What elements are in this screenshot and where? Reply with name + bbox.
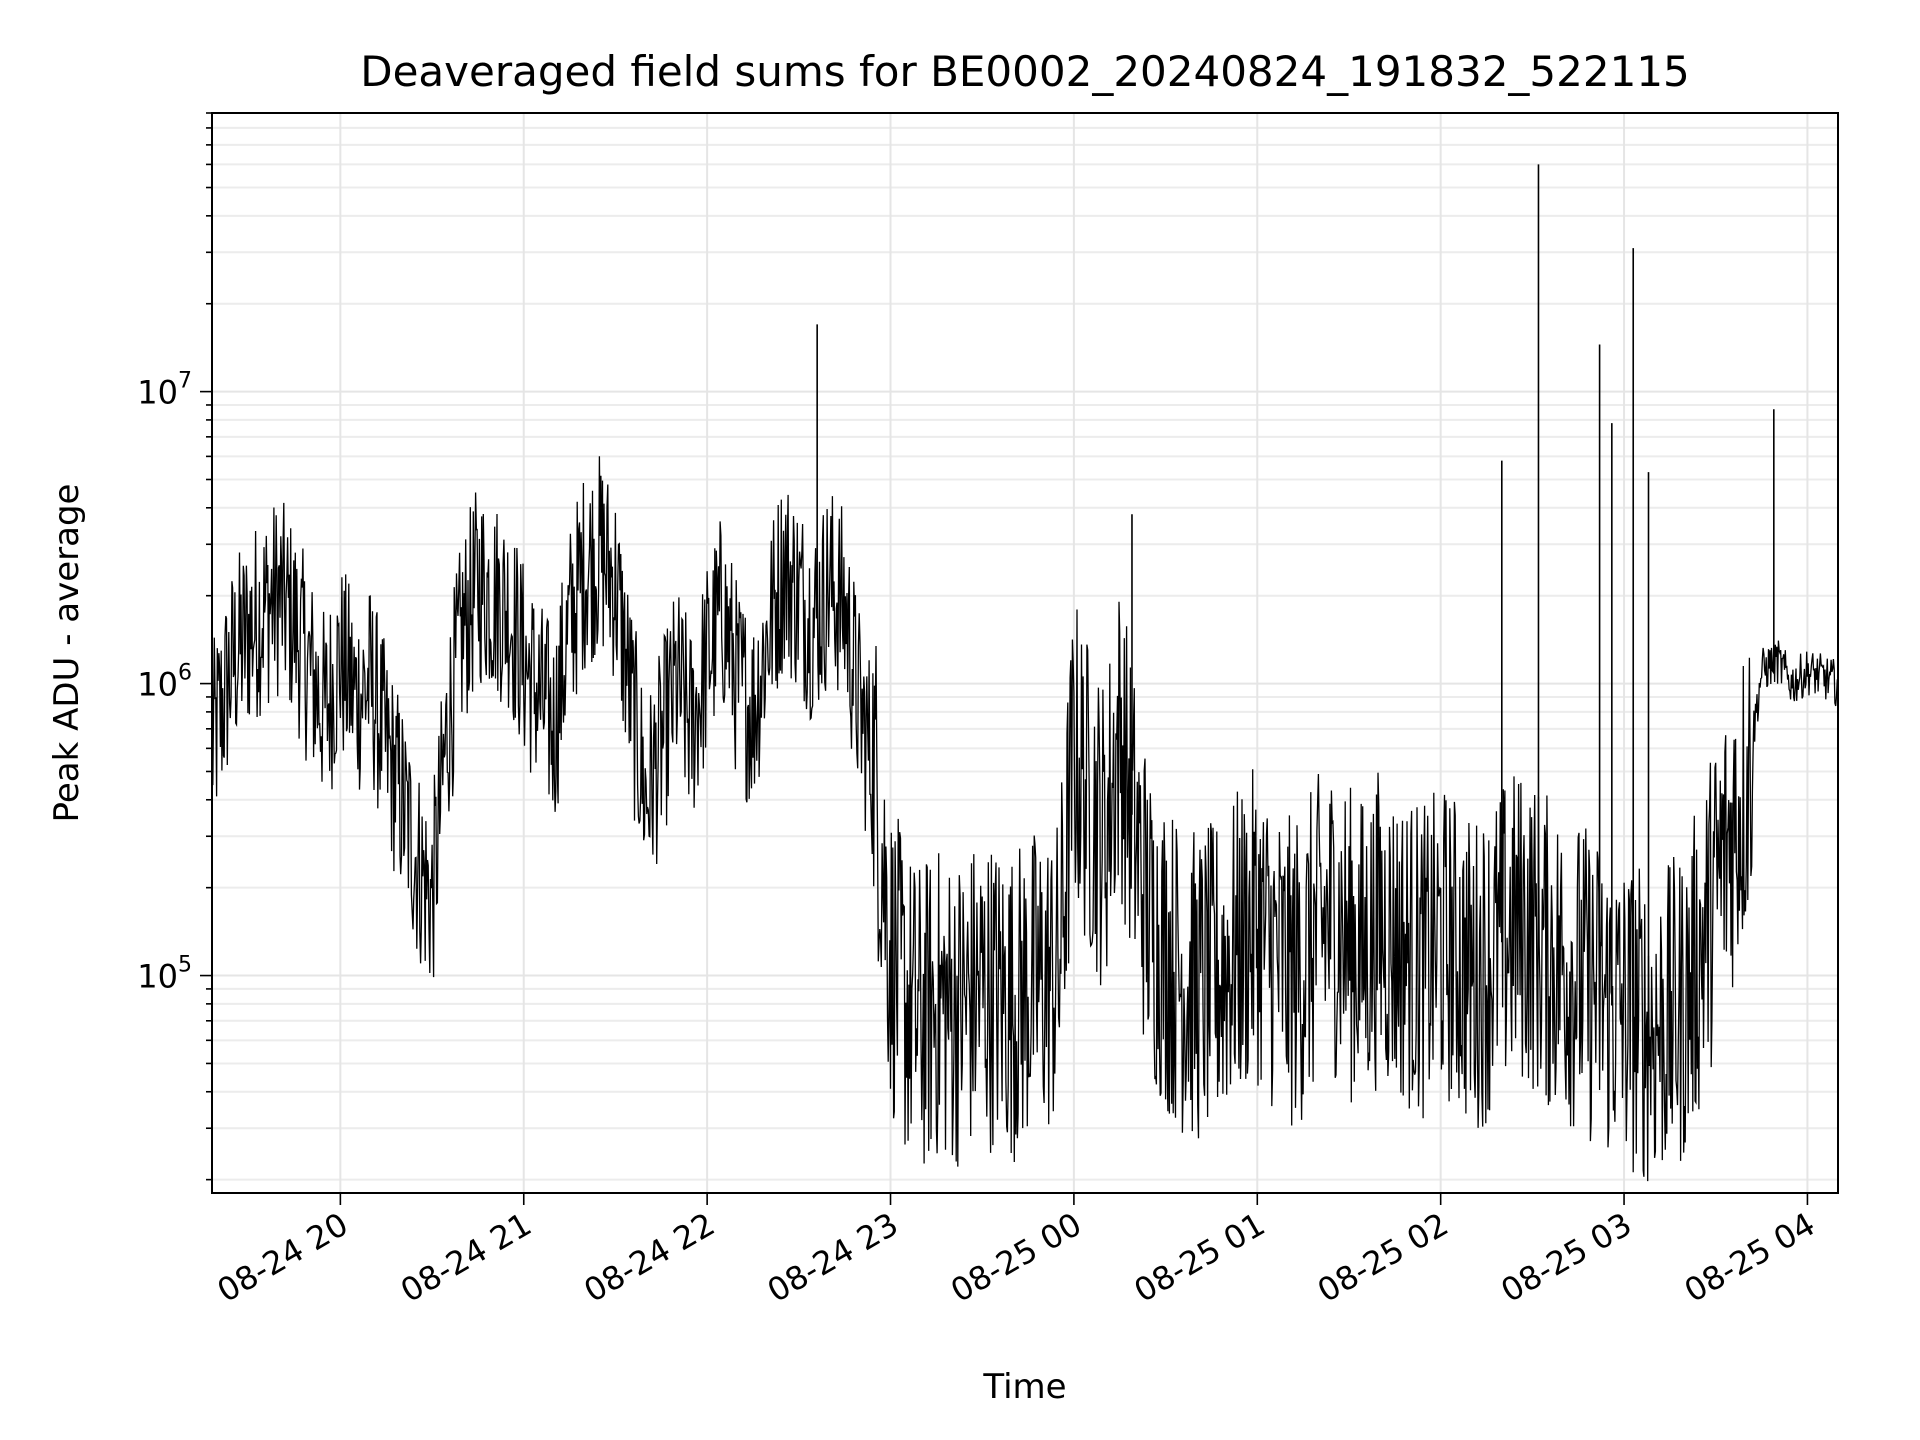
y-tick-base: 10 [137, 374, 178, 412]
chart-title: Deaveraged field sums for BE0002_2024082… [360, 47, 1690, 96]
x-tick-label: 08-24 20 [211, 1205, 355, 1310]
x-tick-label: 08-25 02 [1311, 1205, 1455, 1310]
y-axis-title: Peak ADU - average [47, 484, 87, 823]
y-tick-label: 107 [137, 369, 192, 412]
x-tick-label: 08-25 00 [944, 1205, 1088, 1310]
y-tick-label: 105 [137, 953, 192, 996]
y-tick-exponent: 6 [178, 661, 192, 686]
x-tick-label: 08-24 22 [578, 1205, 722, 1310]
x-tick-label: 08-25 01 [1128, 1205, 1272, 1310]
y-tick-label: 106 [137, 661, 192, 704]
x-tick-label: 08-25 03 [1494, 1205, 1638, 1310]
y-tick-base: 10 [137, 958, 178, 996]
x-tick-label: 08-24 21 [394, 1205, 538, 1310]
x-axis-title: Time [982, 1367, 1066, 1407]
plot-area [212, 164, 1838, 1182]
y-tick-exponent: 5 [178, 953, 192, 978]
y-tick-exponent: 7 [178, 369, 192, 394]
x-tick-label: 08-24 23 [761, 1205, 905, 1310]
x-tick-label: 08-25 04 [1678, 1205, 1822, 1310]
plot-frame [211, 112, 1839, 1194]
y-tick-base: 10 [137, 666, 178, 704]
series-line [212, 456, 1838, 1182]
